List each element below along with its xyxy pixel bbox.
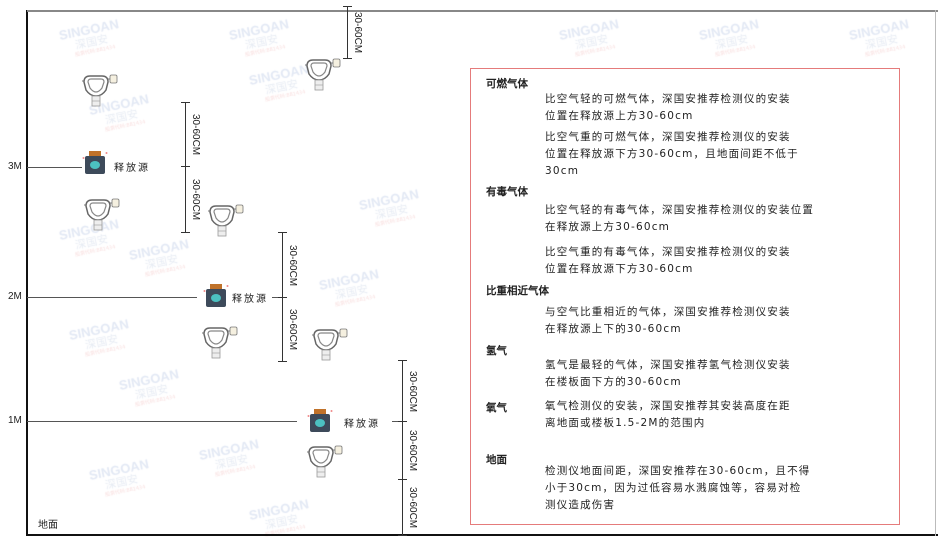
similar-title: 比重相近气体	[486, 285, 549, 297]
left-wall	[26, 10, 28, 536]
text-line: 比空气轻的有毒气体，深国安推荐检测仪的安装位置	[545, 204, 815, 216]
dimension-tick	[278, 361, 287, 362]
dimension-tick	[398, 421, 407, 422]
gas-detector-icon	[82, 198, 122, 236]
dimension-line	[185, 102, 186, 166]
text-line: 离地面或楼板1.5-2M的范围内	[545, 417, 706, 429]
dimension-label: 30-60CM	[352, 12, 363, 54]
dimension-line	[402, 421, 403, 479]
text-line: 比空气重的可燃气体，深国安推荐检测仪的安装	[545, 131, 791, 143]
dimension-tick	[398, 479, 407, 480]
oxygen-text: 氧气检测仪的安装，深国安推荐其安装高度在距 离地面或楼板1.5-2M的范围内	[545, 398, 791, 432]
floor-line	[26, 534, 938, 536]
text-line: 氧气检测仪的安装，深国安推荐其安装高度在距	[545, 400, 791, 412]
dimension-line	[347, 6, 348, 58]
dimension-line	[402, 479, 403, 535]
level-2m-line	[27, 297, 197, 298]
release-source-1m	[307, 408, 333, 438]
level-1m-label: 1M	[8, 415, 22, 426]
level-3m-line	[27, 167, 82, 168]
text-line: 检测仪地面间距，深国安推荐在30-60cm，且不得	[545, 465, 811, 477]
dimension-tick	[278, 297, 287, 298]
gas-detector-icon	[200, 326, 240, 364]
text-line: 在释放源上方30-60cm	[545, 221, 671, 233]
hydrogen-title: 氢气	[486, 345, 507, 357]
dimension-tick	[398, 535, 407, 536]
combustible-lighter: 比空气轻的可燃气体，深国安推荐检测仪的安装 位置在释放源上方30-60cm	[545, 91, 791, 125]
dimension-tick	[343, 6, 352, 7]
level-2m-label: 2M	[8, 291, 22, 302]
dimension-tick	[278, 232, 287, 233]
dimension-label: 30-60CM	[287, 309, 298, 351]
connector-2m	[272, 297, 282, 298]
toxic-heavier: 比空气重的有毒气体，深国安推荐检测仪的安装 位置在释放源下方30-60cm	[545, 244, 791, 278]
release-source-3m-label: 释放源	[114, 163, 150, 174]
hydrogen-text: 氢气是最轻的气体，深国安推荐氢气检测仪安装 在楼板面下方的30-60cm	[545, 357, 791, 391]
dimension-tick	[343, 58, 352, 59]
gas-detector-icon	[310, 328, 350, 366]
level-3m-label: 3M	[8, 161, 22, 172]
gas-detector-icon	[305, 445, 345, 483]
release-source-2m-label: 释放源	[232, 294, 268, 305]
gas-cylinder-icon	[307, 409, 333, 432]
similar-text: 与空气比重相近的气体，深国安推荐检测仪安装 在释放源上下的30-60cm	[545, 304, 791, 338]
ceiling-line	[27, 10, 938, 12]
oxygen-title: 氧气	[486, 402, 507, 414]
toxic-title: 有毒气体	[486, 186, 528, 198]
gas-detector-icon	[303, 58, 343, 96]
combustible-title: 可燃气体	[486, 78, 528, 90]
text-line: 测仪造成伤害	[545, 499, 616, 511]
dimension-tick	[398, 360, 407, 361]
gas-detector-icon	[80, 74, 120, 112]
level-1m-line	[27, 421, 297, 422]
ground-title: 地面	[486, 454, 507, 466]
dimension-label: 30-60CM	[190, 179, 201, 221]
ground-text: 检测仪地面间距，深国安推荐在30-60cm，且不得 小于30cm，因为过低容易水溅…	[545, 463, 811, 514]
dimension-label: 30-60CM	[407, 487, 418, 529]
toxic-lighter: 比空气轻的有毒气体，深国安推荐检测仪的安装位置 在释放源上方30-60cm	[545, 202, 814, 236]
dimension-label: 30-60CM	[190, 114, 201, 156]
dimension-line	[282, 297, 283, 361]
floor-label: 地面	[38, 520, 58, 531]
combustible-heavier: 比空气重的可燃气体，深国安推荐检测仪的安装 位置在释放源下方30-60cm，且地面…	[545, 129, 799, 180]
dimension-line	[185, 166, 186, 232]
dimension-label: 30-60CM	[287, 244, 298, 286]
notes-panel	[470, 68, 900, 525]
dimension-label: 30-60CM	[407, 430, 418, 472]
right-edge-line	[935, 10, 936, 536]
text-line: 位置在释放源上方30-60cm	[545, 110, 694, 122]
dimension-line	[402, 360, 403, 421]
release-source-2m	[203, 283, 229, 313]
dimension-label: 30-60CM	[407, 370, 418, 412]
dimension-tick	[181, 232, 190, 233]
text-line: 与空气比重相近的气体，深国安推荐检测仪安装	[545, 306, 791, 318]
release-source-3m	[82, 150, 108, 180]
gas-cylinder-icon	[82, 151, 108, 174]
dimension-tick	[181, 102, 190, 103]
text-line: 位置在释放源下方30-60cm，且地面间距不低于	[545, 148, 799, 160]
text-line: 在楼板面下方的30-60cm	[545, 376, 682, 388]
text-line: 小于30cm，因为过低容易水溅腐蚀等，容易对检	[545, 482, 802, 494]
text-line: 比空气重的有毒气体，深国安推荐检测仪的安装	[545, 246, 791, 258]
text-line: 氢气是最轻的气体，深国安推荐氢气检测仪安装	[545, 359, 791, 371]
gas-detector-icon	[206, 204, 246, 242]
gas-cylinder-icon	[203, 284, 229, 307]
release-source-1m-label: 释放源	[344, 419, 380, 430]
text-line: 位置在释放源下方30-60cm	[545, 263, 694, 275]
dimension-tick	[181, 166, 190, 167]
connector-1m	[392, 421, 402, 422]
dimension-line	[282, 232, 283, 297]
text-line: 比空气轻的可燃气体，深国安推荐检测仪的安装	[545, 93, 791, 105]
text-line: 在释放源上下的30-60cm	[545, 323, 682, 335]
text-line: 30cm	[545, 165, 580, 177]
